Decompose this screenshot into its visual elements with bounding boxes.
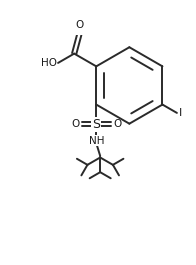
- Text: O: O: [75, 20, 83, 30]
- Text: O: O: [71, 119, 79, 129]
- Text: NH: NH: [89, 136, 104, 146]
- Text: I: I: [178, 108, 182, 118]
- Text: O: O: [113, 119, 122, 129]
- Text: S: S: [92, 118, 100, 131]
- Text: HO: HO: [41, 58, 57, 68]
